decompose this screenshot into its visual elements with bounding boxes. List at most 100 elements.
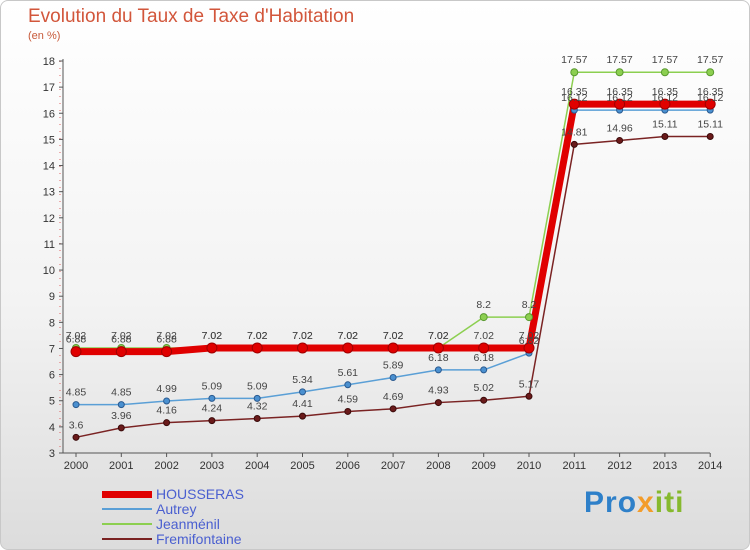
x-tick-label: 2011 (562, 460, 586, 472)
data-label-autrey: 4.99 (156, 383, 177, 395)
legend-label-fremifontaine: Fremifontaine (156, 531, 242, 547)
legend-swatch-jeanmenil (102, 523, 152, 525)
data-point-jeanmenil (660, 68, 669, 77)
y-tick-label: 11 (44, 239, 55, 251)
y-tick-label: 5 (49, 396, 55, 408)
data-point-fremifontaine (208, 417, 216, 425)
data-label-fremifontaine: 14.81 (561, 126, 587, 138)
y-tick-label: 18 (43, 56, 55, 68)
y-tick-label: 10 (43, 265, 55, 277)
data-point-housseras (70, 346, 82, 358)
data-point-housseras (115, 346, 127, 358)
data-label-housseras: 16.35 (697, 86, 723, 98)
y-tick-label: 15 (43, 134, 55, 146)
data-point-fremifontaine (434, 399, 442, 407)
data-point-autrey (480, 366, 488, 374)
data-point-housseras (523, 342, 535, 354)
data-label-jeanmenil: 8.2 (476, 299, 491, 311)
data-point-housseras (387, 342, 399, 354)
x-tick-label: 2005 (290, 460, 314, 472)
data-point-housseras (704, 98, 716, 110)
x-tick-label: 2002 (154, 460, 178, 472)
data-label-jeanmenil: 7.02 (202, 330, 223, 342)
data-label-autrey: 6.18 (428, 352, 449, 364)
data-label-fremifontaine: 4.16 (156, 405, 177, 417)
data-label-fremifontaine: 3.96 (111, 410, 132, 422)
y-tick-label: 6 (49, 370, 55, 382)
data-label-fremifontaine: 4.59 (338, 393, 359, 405)
data-label-jeanmenil: 7.02 (383, 330, 404, 342)
data-point-housseras (659, 98, 671, 110)
data-label-autrey: 5.89 (383, 359, 404, 371)
data-label-autrey: 5.09 (247, 380, 268, 392)
data-label-fremifontaine: 4.93 (428, 385, 449, 397)
data-label-jeanmenil: 8.2 (522, 299, 537, 311)
y-tick-label: 17 (43, 82, 55, 94)
data-point-fremifontaine (344, 407, 352, 415)
y-tick-label: 13 (43, 187, 55, 199)
data-point-autrey (72, 401, 80, 409)
data-label-fremifontaine: 4.41 (292, 398, 313, 410)
data-label-jeanmenil: 7.02 (292, 330, 313, 342)
data-label-fremifontaine: 15.11 (652, 119, 678, 131)
data-point-housseras (568, 98, 580, 110)
data-label-housseras: 6.88 (111, 334, 132, 346)
data-point-fremifontaine (299, 412, 306, 420)
data-label-autrey: 6.18 (473, 352, 494, 364)
data-point-jeanmenil (615, 68, 624, 77)
data-point-autrey (389, 373, 397, 381)
legend-label-autrey: Autrey (156, 501, 197, 517)
data-label-jeanmenil: 7.02 (156, 330, 177, 342)
data-point-fremifontaine (570, 140, 578, 148)
data-label-jeanmenil: 17.57 (652, 54, 678, 66)
data-point-housseras (206, 342, 218, 354)
data-label-fremifontaine: 5.02 (473, 382, 494, 394)
data-label-housseras: 7.02 (292, 330, 313, 342)
data-label-housseras: 7.02 (519, 330, 540, 342)
data-point-fremifontaine (72, 433, 80, 441)
data-point-fremifontaine (706, 133, 714, 141)
data-label-autrey: 16.12 (561, 92, 587, 104)
x-tick-label: 2004 (245, 460, 269, 472)
legend-label-jeanmenil: Jeanménil (156, 516, 220, 532)
x-tick-label: 2001 (109, 460, 133, 472)
data-label-autrey: 16.12 (606, 92, 632, 104)
proxiti-logo: Proxiti (584, 486, 685, 519)
data-label-housseras: 16.35 (606, 86, 632, 98)
data-point-autrey (117, 401, 125, 409)
y-tick-label: 7 (49, 343, 55, 355)
data-label-autrey: 6.82 (519, 335, 540, 347)
data-point-jeanmenil (706, 68, 715, 77)
data-point-autrey (344, 381, 352, 389)
x-tick-label: 2012 (607, 460, 631, 472)
data-point-jeanmenil (570, 68, 579, 77)
chart-title: Evolution du Taux de Taxe d'Habitation (28, 6, 355, 27)
data-label-housseras: 7.02 (202, 330, 223, 342)
data-label-housseras: 7.02 (247, 330, 268, 342)
x-tick-label: 2010 (517, 460, 541, 472)
data-point-housseras (478, 342, 490, 354)
data-label-housseras: 6.88 (156, 334, 177, 346)
y-tick-label: 12 (43, 213, 55, 225)
x-tick-label: 2013 (653, 460, 677, 472)
data-label-autrey: 4.85 (111, 387, 132, 399)
data-label-autrey: 16.12 (652, 92, 678, 104)
data-point-housseras (297, 342, 308, 354)
data-point-fremifontaine (117, 424, 125, 432)
legend-swatch-fremifontaine (102, 538, 152, 540)
x-tick-label: 2008 (426, 460, 450, 472)
data-label-autrey: 5.34 (292, 374, 313, 386)
data-label-housseras: 7.02 (338, 330, 359, 342)
data-point-autrey (299, 388, 306, 396)
data-point-autrey (163, 397, 171, 405)
data-point-housseras (432, 342, 444, 354)
data-label-fremifontaine: 4.69 (383, 391, 404, 403)
x-tick-label: 2007 (381, 460, 405, 472)
data-label-jeanmenil: 7.02 (428, 330, 449, 342)
data-label-autrey: 4.85 (66, 387, 87, 399)
data-label-fremifontaine: 15.11 (697, 119, 723, 131)
unit-label: (en %) (28, 30, 61, 42)
data-label-fremifontaine: 5.17 (519, 378, 540, 390)
